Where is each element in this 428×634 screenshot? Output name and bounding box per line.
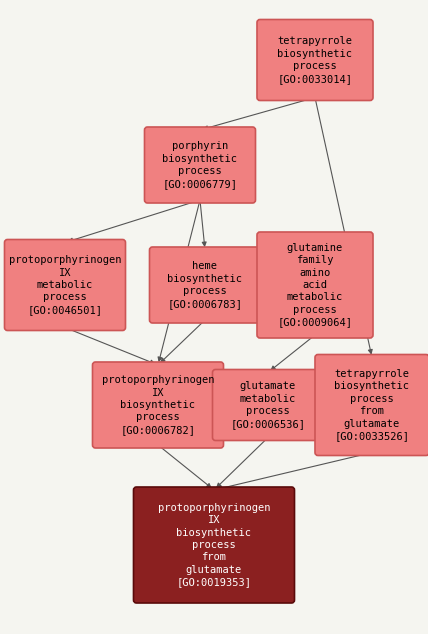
- Text: protoporphyrinogen
IX
biosynthetic
process
from
glutamate
[GO:0019353]: protoporphyrinogen IX biosynthetic proce…: [158, 503, 270, 587]
- Text: protoporphyrinogen
IX
biosynthetic
process
[GO:0006782]: protoporphyrinogen IX biosynthetic proce…: [102, 375, 214, 435]
- FancyBboxPatch shape: [5, 240, 125, 330]
- Text: protoporphyrinogen
IX
metabolic
process
[GO:0046501]: protoporphyrinogen IX metabolic process …: [9, 256, 121, 315]
- FancyBboxPatch shape: [145, 127, 256, 203]
- FancyBboxPatch shape: [257, 232, 373, 338]
- FancyBboxPatch shape: [92, 362, 223, 448]
- Text: glutamate
metabolic
process
[GO:0006536]: glutamate metabolic process [GO:0006536]: [231, 382, 306, 429]
- Text: porphyrin
biosynthetic
process
[GO:0006779]: porphyrin biosynthetic process [GO:00067…: [163, 141, 238, 188]
- FancyBboxPatch shape: [315, 354, 428, 455]
- FancyBboxPatch shape: [134, 487, 294, 603]
- Text: tetrapyrrole
biosynthetic
process
[GO:0033014]: tetrapyrrole biosynthetic process [GO:00…: [277, 36, 353, 84]
- Text: tetrapyrrole
biosynthetic
process
from
glutamate
[GO:0033526]: tetrapyrrole biosynthetic process from g…: [335, 369, 410, 441]
- Text: heme
biosynthetic
process
[GO:0006783]: heme biosynthetic process [GO:0006783]: [167, 261, 243, 309]
- FancyBboxPatch shape: [257, 20, 373, 101]
- Text: glutamine
family
amino
acid
metabolic
process
[GO:0009064]: glutamine family amino acid metabolic pr…: [277, 243, 353, 327]
- FancyBboxPatch shape: [212, 370, 324, 441]
- FancyBboxPatch shape: [149, 247, 261, 323]
